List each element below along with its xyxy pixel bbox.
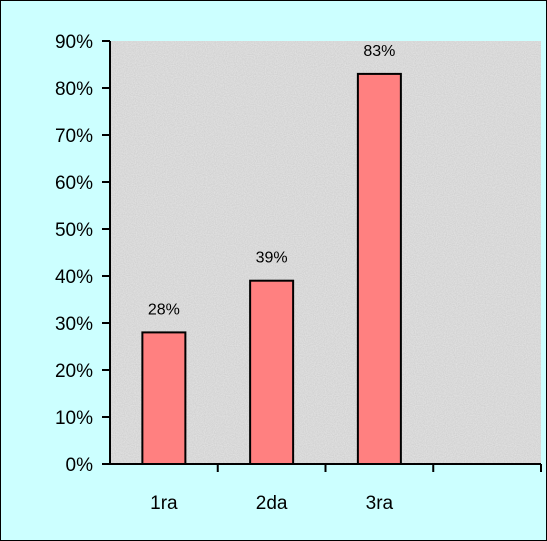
data-label-1ra: 28% [148,301,180,318]
y-tick-label: 20% [55,361,93,382]
x-tick-label-1ra: 1ra [150,493,178,514]
y-tick-label: 90% [55,32,93,53]
x-tick-label-3ra: 3ra [366,493,394,514]
y-tick-label: 60% [55,173,93,194]
bar-2da [249,279,295,466]
y-tick-label: 40% [55,267,93,288]
y-tick-label: 0% [66,455,94,476]
y-tick-label: 80% [55,79,93,100]
data-label-3ra: 83% [363,43,395,60]
y-tick-label: 30% [55,314,93,335]
bar-3ra [356,72,402,466]
y-tick-label: 10% [55,408,93,429]
y-tick-label: 70% [55,126,93,147]
x-tick-label-2da: 2da [256,493,288,514]
data-label-2da: 39% [256,250,288,267]
y-tick-label: 50% [55,220,93,241]
bar-1ra [141,331,187,465]
